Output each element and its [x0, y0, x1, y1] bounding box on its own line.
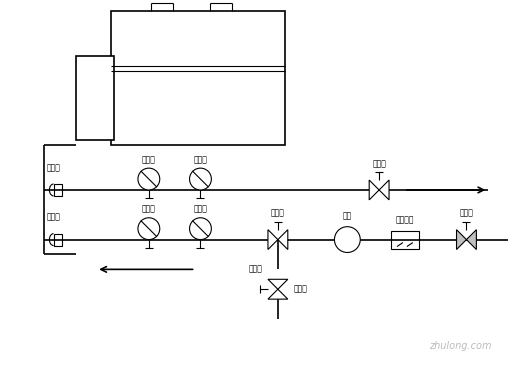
Polygon shape: [369, 180, 379, 200]
Text: 调节阀: 调节阀: [271, 209, 285, 218]
Text: 管接头: 管接头: [47, 213, 61, 222]
Bar: [53, 234, 62, 246]
Text: 温度表: 温度表: [194, 155, 208, 164]
Circle shape: [138, 168, 160, 190]
Bar: [53, 184, 62, 196]
Text: 维修阀: 维修阀: [372, 159, 386, 168]
Bar: [76, 56, 114, 140]
Text: 排水管: 排水管: [249, 265, 263, 273]
Polygon shape: [268, 289, 288, 299]
Text: 水过滤器: 水过滤器: [396, 216, 414, 225]
Polygon shape: [268, 279, 288, 289]
Bar: [111, 11, 285, 145]
Polygon shape: [457, 230, 467, 250]
Circle shape: [334, 227, 360, 253]
Polygon shape: [379, 180, 389, 200]
Circle shape: [189, 168, 211, 190]
Circle shape: [138, 218, 160, 240]
Polygon shape: [268, 230, 278, 250]
Bar: [391, 231, 419, 249]
Polygon shape: [467, 230, 476, 250]
Text: 温度表: 温度表: [194, 205, 208, 214]
Text: 排水管: 排水管: [294, 285, 308, 294]
Text: 水泵: 水泵: [343, 212, 352, 221]
Circle shape: [189, 218, 211, 240]
Text: 维修阀: 维修阀: [460, 209, 473, 218]
Text: 压力表: 压力表: [142, 205, 156, 214]
Polygon shape: [278, 230, 288, 250]
Text: 压力表: 压力表: [142, 155, 156, 164]
Text: zhulong.com: zhulong.com: [429, 341, 491, 351]
Text: 管接头: 管接头: [47, 163, 61, 172]
